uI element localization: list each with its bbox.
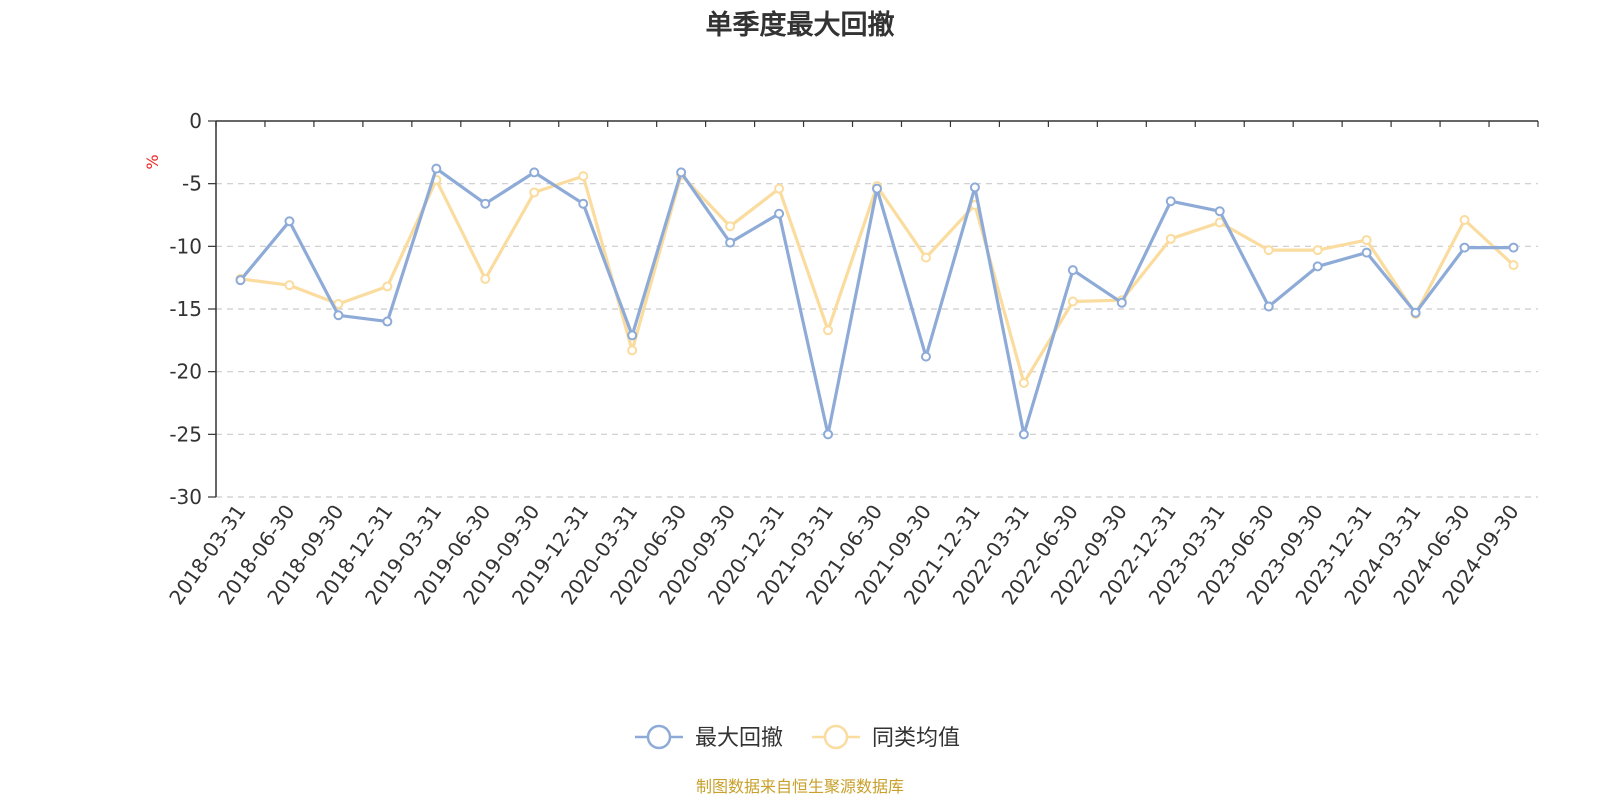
data-point [529,167,540,178]
y-tick-label: -25 [169,422,202,446]
data-point [774,183,785,194]
series-line [238,167,1516,436]
legend-marker [823,724,849,750]
data-point [1116,297,1127,308]
data-point [284,280,295,291]
data-point [1312,261,1323,272]
data-point [333,298,344,309]
data-point [333,310,344,321]
data-point [1214,206,1225,217]
y-tick-label: 0 [189,109,202,133]
data-point [1459,215,1470,226]
y-tick-label: -20 [169,360,202,384]
series-line [238,173,1516,385]
grid-lines [216,183,1538,498]
data-point [1018,377,1029,388]
data-point [1165,233,1176,244]
series-2 [235,169,1519,388]
legend-item-2[interactable]: 同类均值 [812,724,960,751]
data-point [823,325,834,336]
data-point [578,171,589,182]
data-point [676,167,687,178]
data-point [431,163,442,174]
data-point [382,281,393,292]
data-source-note: 制图数据来自恒生聚源数据库 [696,777,904,796]
data-point [1361,235,1372,246]
data-point [725,221,736,232]
y-tick-label: -15 [169,297,202,321]
data-point [1263,301,1274,312]
data-point [1361,247,1372,258]
chart-title: 单季度最大回撤 [706,9,895,41]
data-point [969,182,980,193]
data-point [1067,296,1078,307]
legend-marker [646,724,672,750]
legend-item-1[interactable]: 最大回撤 [635,724,783,751]
data-point [578,198,589,209]
data-point [480,198,491,209]
y-tick-label: -5 [182,172,202,196]
y-tick-label: -10 [169,234,202,258]
data-point [1263,245,1274,256]
data-point [382,316,393,327]
legend[interactable]: 最大回撤 同类均值 [635,724,960,751]
data-point [1508,242,1519,253]
data-point [1508,260,1519,271]
data-point [627,330,638,341]
data-point [1459,242,1470,253]
legend-label: 同类均值 [872,726,960,751]
data-point [235,275,246,286]
data-point [1018,429,1029,440]
data-point [1312,245,1323,256]
series-lines [235,163,1519,440]
series-1 [235,163,1519,440]
y-axis-unit-label: % [143,154,162,169]
data-point [823,429,834,440]
data-point [480,273,491,284]
data-point [920,252,931,263]
data-point [1067,265,1078,276]
y-tick-label: -30 [169,485,202,509]
data-point [872,183,882,194]
data-point [1165,196,1176,207]
legend-label: 最大回撤 [695,726,783,751]
data-point [774,208,785,219]
data-point [725,237,736,248]
data-point [1410,307,1421,318]
data-point [284,216,295,227]
data-point [627,345,638,356]
data-point [529,187,540,198]
data-point [920,351,931,362]
